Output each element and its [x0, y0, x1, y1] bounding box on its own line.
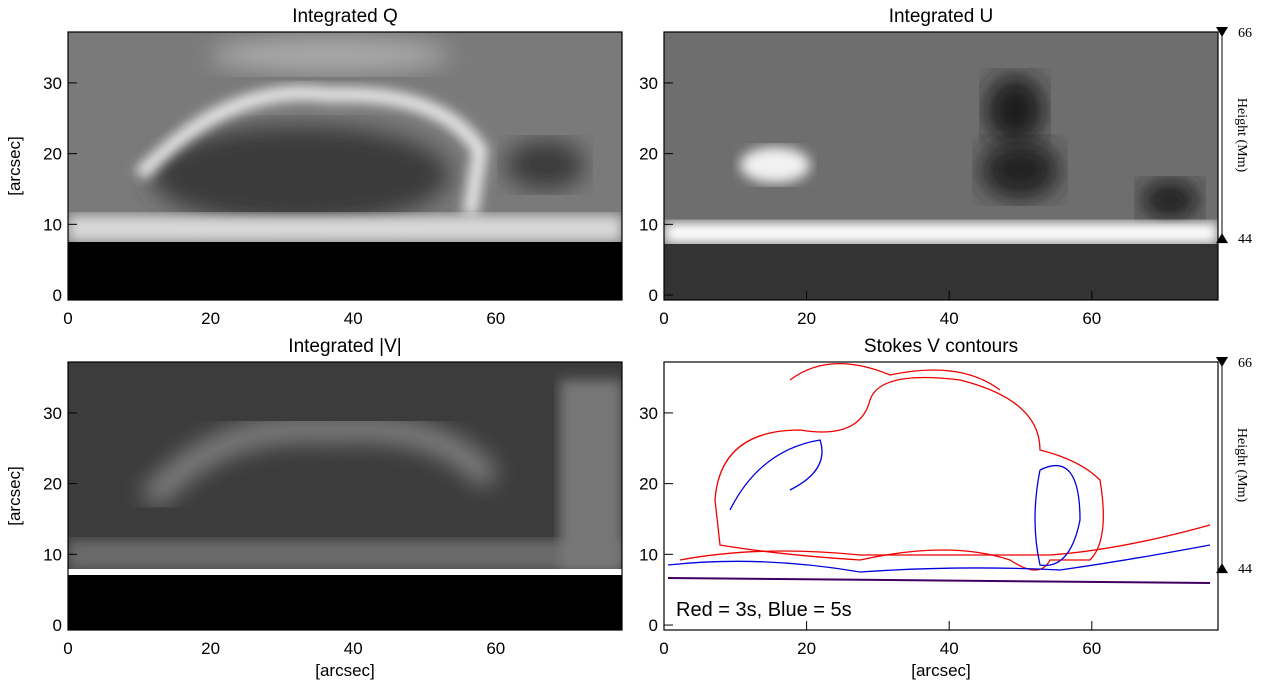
- panel-title: Integrated Q: [292, 6, 398, 27]
- y-tick-label: 30: [43, 404, 62, 423]
- panel-title: Integrated U: [889, 6, 994, 27]
- contours: [667, 362, 1211, 584]
- y-tick-label: 20: [43, 475, 62, 494]
- y2-axis-label: Height (Mm): [1234, 98, 1249, 173]
- x-tick-label: 20: [797, 639, 816, 658]
- v-image: [68, 362, 622, 630]
- frame: [67, 31, 623, 301]
- y2-tick: [1216, 357, 1228, 367]
- x-tick-label: 40: [344, 309, 363, 328]
- y2-tick-label: 66: [1238, 356, 1252, 371]
- y-tick-label: 0: [53, 286, 62, 305]
- y-tick-label: 20: [639, 475, 658, 494]
- panel-title: Stokes V contours: [864, 336, 1018, 357]
- y2-axis-label: Height (Mm): [1234, 428, 1249, 503]
- y-tick-label: 20: [43, 145, 62, 164]
- x-tick-label: 60: [486, 309, 505, 328]
- x-tick-label: 40: [344, 639, 363, 658]
- y2-tick-label: 44: [1238, 232, 1252, 247]
- x-tick-label: 0: [63, 639, 72, 658]
- frame: [663, 361, 1219, 631]
- y2-tick-label: 66: [1238, 26, 1252, 41]
- x-tick-label: 20: [201, 639, 220, 658]
- y2-tick: [1216, 563, 1228, 574]
- x-axis-label: [arcsec]: [315, 661, 375, 680]
- panel-title: Integrated |V|: [288, 336, 401, 357]
- x-tick-label: 20: [797, 309, 816, 328]
- x-tick-label: 0: [659, 309, 668, 328]
- x-tick-label: 40: [940, 639, 959, 658]
- y-tick-label: 20: [639, 145, 658, 164]
- u-image: [664, 32, 1218, 300]
- y2-tick: [1216, 27, 1228, 37]
- y-tick-label: 10: [43, 545, 62, 564]
- x-tick-label: 60: [1082, 309, 1101, 328]
- y-tick-label: 10: [639, 215, 658, 234]
- y-tick-label: 30: [639, 74, 658, 93]
- y-axis-label: [arcsec]: [5, 136, 24, 196]
- y-tick-label: 30: [639, 404, 658, 423]
- y2-tick: [1216, 233, 1228, 244]
- y-tick-label: 0: [649, 616, 658, 635]
- x-axis-label: [arcsec]: [911, 661, 971, 680]
- x-tick-label: 20: [201, 309, 220, 328]
- x-tick-label: 60: [1082, 639, 1101, 658]
- y-tick-label: 10: [43, 215, 62, 234]
- y-axis-label: [arcsec]: [5, 466, 24, 526]
- frame: [67, 361, 623, 631]
- y-tick-label: 0: [649, 286, 658, 305]
- y-tick-label: 10: [639, 545, 658, 564]
- x-tick-label: 0: [659, 639, 668, 658]
- y-tick-label: 30: [43, 74, 62, 93]
- x-tick-label: 40: [940, 309, 959, 328]
- y-tick-label: 0: [53, 616, 62, 635]
- annotation: Red = 3s, Blue = 5s: [676, 599, 852, 621]
- frame: [663, 31, 1219, 301]
- q-image: [68, 32, 622, 300]
- y2-tick-label: 44: [1238, 562, 1252, 577]
- x-tick-label: 60: [486, 639, 505, 658]
- x-tick-label: 0: [63, 309, 72, 328]
